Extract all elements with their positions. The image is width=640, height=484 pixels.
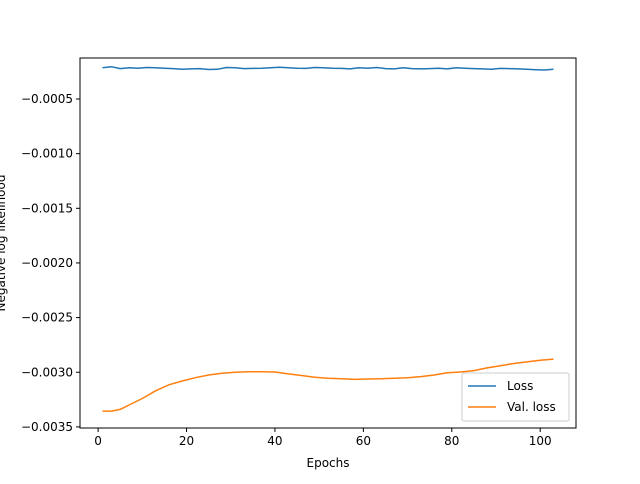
legend-label-loss: Loss (507, 379, 533, 393)
y-tick-label: −0.0030 (21, 365, 73, 379)
x-tick-label: 0 (94, 434, 102, 448)
y-axis-label: Negative log likelihood (0, 175, 8, 312)
y-tick-label: −0.0025 (21, 311, 73, 325)
series-line-loss (102, 65, 554, 71)
y-tick-label: −0.0020 (21, 256, 73, 270)
y-tick-label: −0.0035 (21, 420, 73, 434)
x-tick-label: 80 (444, 434, 459, 448)
y-tick-label: −0.0010 (21, 147, 73, 161)
x-tick-label: 20 (179, 434, 194, 448)
x-tick-label: 60 (356, 434, 371, 448)
legend-label-val-loss: Val. loss (507, 400, 556, 414)
series-layer (102, 65, 554, 412)
x-axis: 0 20 40 60 80 100 (94, 428, 552, 448)
x-tick-label: 40 (267, 434, 282, 448)
legend: Loss Val. loss (461, 372, 570, 422)
series-line-val-loss (102, 358, 554, 412)
y-tick-label: −0.0015 (21, 201, 73, 215)
x-tick-label: 100 (529, 434, 552, 448)
y-tick-label: −0.0005 (21, 92, 73, 106)
plot-frame (79, 57, 577, 429)
y-axis: −0.0005 −0.0010 −0.0015 −0.0020 −0.0025 −0.00… (21, 92, 80, 434)
x-axis-label: Epochs (307, 456, 350, 470)
legend-box (461, 372, 570, 422)
